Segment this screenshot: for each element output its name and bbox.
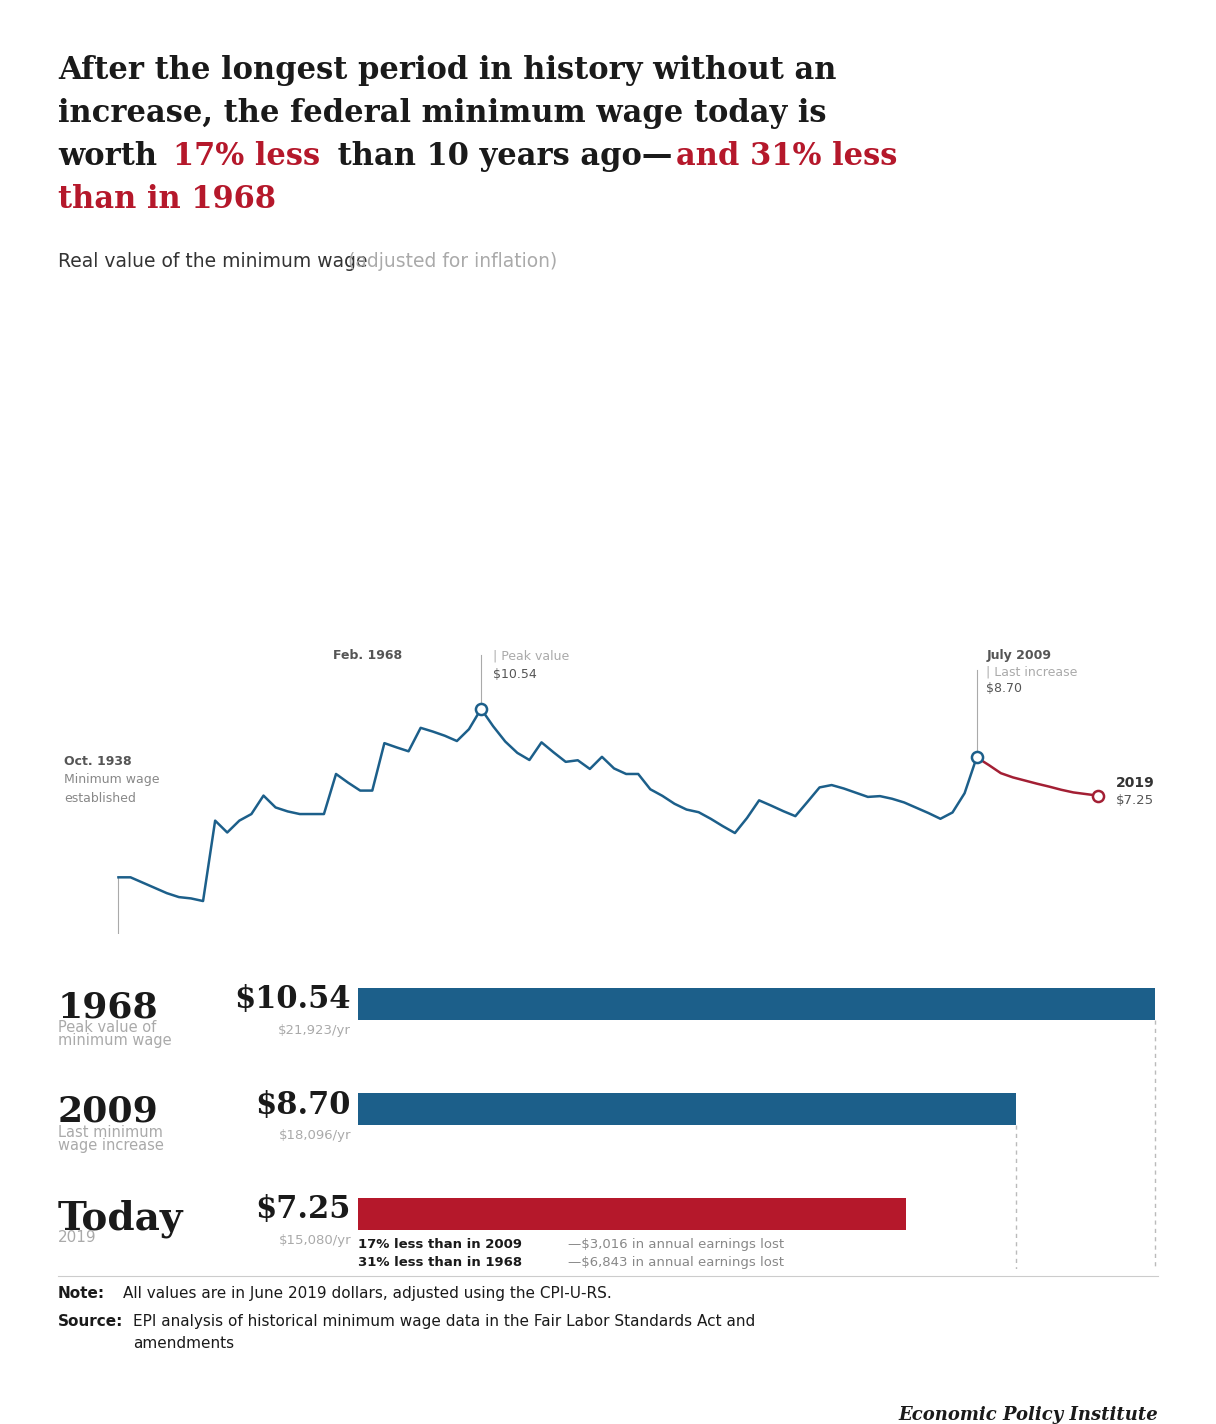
Text: 2019: 2019 [1116, 776, 1154, 790]
Text: After the longest period in history without an: After the longest period in history with… [58, 56, 837, 85]
Text: Note:: Note: [58, 1286, 105, 1302]
Bar [358, 1198, 906, 1230]
Text: than 10 years ago—: than 10 years ago— [327, 141, 672, 172]
Text: July 2009: July 2009 [986, 649, 1052, 662]
Text: 1968: 1968 [58, 990, 158, 1024]
Text: 17% less than in 2009: 17% less than in 2009 [358, 1237, 522, 1252]
Text: $7.25: $7.25 [255, 1195, 351, 1226]
Text: 17% less: 17% less [173, 141, 320, 172]
Text: Source:: Source: [58, 1314, 123, 1329]
Text: $15,080/yr: $15,080/yr [278, 1235, 351, 1247]
Text: Economic Policy Institute: Economic Policy Institute [899, 1405, 1158, 1424]
Text: $8.70: $8.70 [986, 682, 1023, 695]
Bar [358, 988, 1155, 1020]
Text: Today: Today [58, 1200, 184, 1239]
Text: $21,923/yr: $21,923/yr [278, 1024, 351, 1037]
Text: $8.70: $8.70 [255, 1089, 351, 1121]
Text: worth: worth [58, 141, 168, 172]
Text: $7.25: $7.25 [1116, 795, 1154, 807]
Text: Peak value of: Peak value of [58, 1020, 156, 1035]
Text: All values are in June 2019 dollars, adjusted using the CPI-U-RS.: All values are in June 2019 dollars, adj… [123, 1286, 612, 1302]
Text: (adjusted for inflation): (adjusted for inflation) [348, 252, 557, 271]
Text: EPI analysis of historical minimum wage data in the Fair Labor Standards Act and: EPI analysis of historical minimum wage … [133, 1314, 755, 1329]
Text: Feb. 1968: Feb. 1968 [333, 649, 402, 662]
Text: —$6,843 in annual earnings lost: —$6,843 in annual earnings lost [568, 1256, 784, 1269]
Text: and 31% less: and 31% less [676, 141, 897, 172]
Text: increase, the federal minimum wage today is: increase, the federal minimum wage today… [58, 98, 827, 130]
Text: | Last increase: | Last increase [986, 665, 1077, 678]
Bar [358, 1094, 1015, 1125]
Text: established: established [64, 792, 136, 805]
Text: Real value of the minimum wage: Real value of the minimum wage [58, 252, 373, 271]
Text: 2019: 2019 [58, 1230, 96, 1245]
Text: | Peak value: | Peak value [494, 649, 569, 662]
Text: Minimum wage: Minimum wage [64, 773, 159, 786]
Text: Last minimum: Last minimum [58, 1125, 163, 1141]
Text: minimum wage: minimum wage [58, 1032, 171, 1048]
Text: than in 1968: than in 1968 [58, 184, 276, 215]
Text: 2009: 2009 [58, 1095, 159, 1129]
Text: Oct. 1938: Oct. 1938 [64, 755, 131, 768]
Text: $18,096/yr: $18,096/yr [278, 1129, 351, 1142]
Text: amendments: amendments [133, 1336, 235, 1351]
Text: —$3,016 in annual earnings lost: —$3,016 in annual earnings lost [568, 1237, 784, 1252]
Text: wage increase: wage increase [58, 1138, 164, 1153]
Text: 31% less than in 1968: 31% less than in 1968 [358, 1256, 522, 1269]
Text: $10.54: $10.54 [235, 984, 351, 1015]
Text: $10.54: $10.54 [494, 668, 537, 681]
